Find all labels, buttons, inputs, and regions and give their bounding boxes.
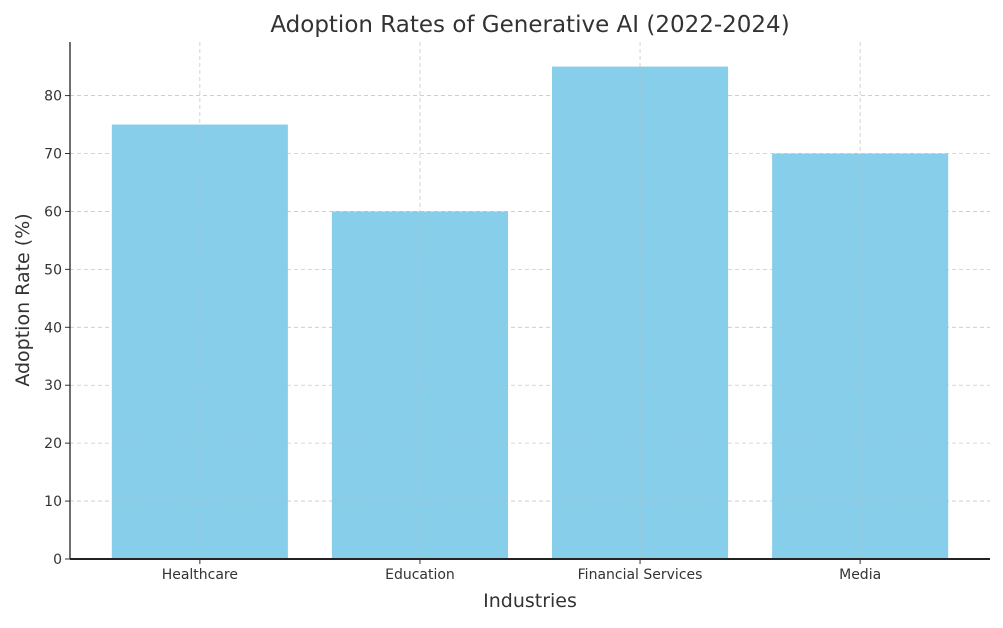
y-tick-label: 10 [44, 494, 62, 510]
y-tick-label: 50 [44, 262, 62, 278]
y-tick-label: 60 [44, 204, 62, 220]
y-tick-label: 70 [44, 147, 62, 163]
y-tick-label: 20 [44, 436, 62, 452]
y-axis-label: Adoption Rate (%) [12, 213, 34, 386]
y-tick-label: 30 [44, 378, 62, 394]
y-tick-label: 0 [53, 552, 62, 568]
x-tick-label: Healthcare [162, 567, 238, 583]
x-tick-label: Education [385, 567, 455, 583]
y-tick-label: 80 [44, 89, 62, 105]
x-tick-label: Financial Services [578, 567, 703, 583]
chart-title: Adoption Rates of Generative AI (2022-20… [270, 12, 789, 38]
x-axis-label: Industries [483, 590, 577, 612]
x-tick-label: Media [839, 567, 881, 583]
y-tick-label: 40 [44, 320, 62, 336]
